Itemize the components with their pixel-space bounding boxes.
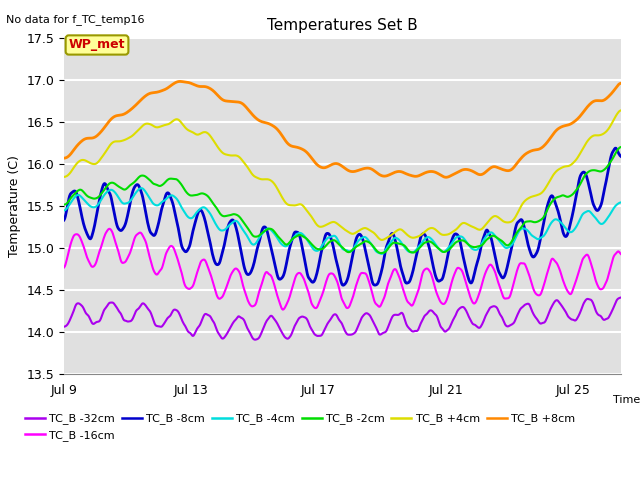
TC_B +4cm xyxy=(399,228,406,233)
TC_B -16cm xyxy=(541,279,548,285)
TC_B -4cm xyxy=(541,231,548,237)
TC_B -16cm xyxy=(60,264,68,270)
TC_B -8cm xyxy=(612,145,620,151)
TC_B -32cm xyxy=(617,295,625,300)
TC_B +8cm xyxy=(442,174,450,180)
TC_B -2cm xyxy=(60,202,68,207)
TC_B +8cm xyxy=(60,156,68,161)
X-axis label: Time: Time xyxy=(612,395,640,405)
TC_B +8cm xyxy=(384,172,392,178)
TC_B -32cm xyxy=(540,320,548,325)
TC_B +8cm xyxy=(617,81,625,86)
TC_B -2cm xyxy=(483,237,491,242)
TC_B +8cm xyxy=(484,168,492,173)
TC_B -2cm xyxy=(399,242,406,248)
TC_B -16cm xyxy=(279,307,287,312)
TC_B -16cm xyxy=(106,226,113,232)
Line: TC_B +8cm: TC_B +8cm xyxy=(64,82,621,177)
TC_B +4cm xyxy=(483,220,491,226)
TC_B +4cm xyxy=(384,234,392,240)
TC_B -8cm xyxy=(415,240,423,245)
TC_B -32cm xyxy=(415,324,423,330)
TC_B -2cm xyxy=(540,214,548,219)
TC_B +4cm xyxy=(94,159,102,165)
TC_B +4cm xyxy=(617,108,625,113)
TC_B -8cm xyxy=(340,282,348,288)
TC_B -4cm xyxy=(484,232,492,238)
Text: No data for f_TC_temp16: No data for f_TC_temp16 xyxy=(6,14,145,25)
TC_B -8cm xyxy=(399,271,406,276)
TC_B -8cm xyxy=(60,217,68,223)
TC_B -16cm xyxy=(484,265,492,271)
TC_B +4cm xyxy=(378,237,386,243)
TC_B -2cm xyxy=(377,250,385,256)
TC_B -16cm xyxy=(94,253,102,259)
TC_B -32cm xyxy=(483,311,491,316)
TC_B +8cm xyxy=(415,173,423,179)
TC_B -8cm xyxy=(617,154,625,159)
TC_B -16cm xyxy=(617,251,625,257)
TC_B +4cm xyxy=(540,187,548,193)
TC_B -4cm xyxy=(399,243,407,249)
TC_B -8cm xyxy=(483,227,491,233)
TC_B -32cm xyxy=(60,324,68,330)
Y-axis label: Temperature (C): Temperature (C) xyxy=(8,156,21,257)
TC_B -2cm xyxy=(94,194,102,200)
Line: TC_B -2cm: TC_B -2cm xyxy=(64,147,621,253)
TC_B +4cm xyxy=(60,174,68,180)
TC_B -32cm xyxy=(384,324,392,330)
TC_B +4cm xyxy=(415,233,423,239)
TC_B +8cm xyxy=(94,132,102,138)
Line: TC_B -4cm: TC_B -4cm xyxy=(64,188,621,254)
Line: TC_B -32cm: TC_B -32cm xyxy=(64,298,621,340)
Line: TC_B -8cm: TC_B -8cm xyxy=(64,148,621,285)
TC_B -2cm xyxy=(617,144,625,150)
TC_B -4cm xyxy=(94,202,102,207)
Text: WP_met: WP_met xyxy=(68,38,125,51)
TC_B -4cm xyxy=(385,242,392,248)
Line: TC_B -16cm: TC_B -16cm xyxy=(64,229,621,310)
TC_B -2cm xyxy=(384,246,392,252)
TC_B -8cm xyxy=(384,240,392,246)
TC_B +8cm xyxy=(399,169,406,175)
Legend: TC_B -32cm, TC_B -16cm, TC_B -8cm, TC_B -4cm, TC_B -2cm, TC_B +4cm, TC_B +8cm: TC_B -32cm, TC_B -16cm, TC_B -8cm, TC_B … xyxy=(25,414,575,441)
Line: TC_B +4cm: TC_B +4cm xyxy=(64,110,621,240)
TC_B -16cm xyxy=(416,281,424,287)
TC_B -32cm xyxy=(399,311,406,316)
TC_B -16cm xyxy=(385,279,392,285)
TC_B -8cm xyxy=(540,217,548,223)
TC_B -4cm xyxy=(416,242,424,248)
TC_B -8cm xyxy=(94,204,102,209)
TC_B -4cm xyxy=(60,208,68,214)
TC_B -4cm xyxy=(378,251,386,257)
TC_B -2cm xyxy=(415,245,423,251)
Title: Temperatures Set B: Temperatures Set B xyxy=(267,18,418,33)
TC_B +8cm xyxy=(176,79,184,84)
TC_B -32cm xyxy=(251,337,259,343)
TC_B +8cm xyxy=(541,142,548,148)
TC_B -4cm xyxy=(138,185,145,191)
TC_B -4cm xyxy=(617,200,625,205)
TC_B -32cm xyxy=(94,319,102,324)
TC_B -16cm xyxy=(399,288,407,293)
